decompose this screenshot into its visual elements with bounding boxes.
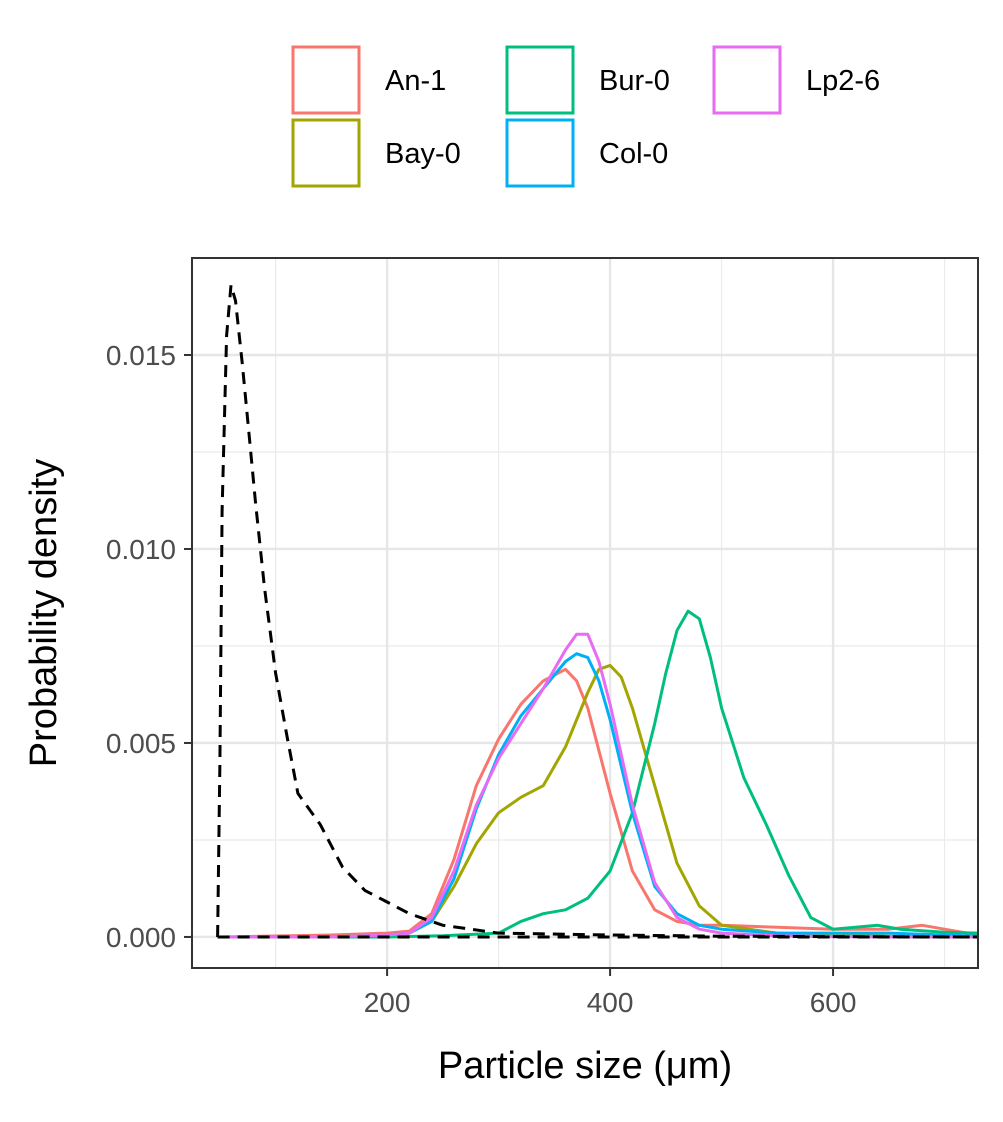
- x-tick-label: 400: [587, 987, 634, 1018]
- legend-label: Bay-0: [385, 138, 461, 170]
- legend-key: [291, 118, 361, 188]
- legend-item-lp2-6: Lp2-6: [712, 45, 880, 115]
- legend-key: [505, 118, 575, 188]
- legend-label: An-1: [385, 65, 446, 97]
- y-tick-label: 0.005: [106, 728, 176, 759]
- plot-panel-background: [192, 258, 978, 968]
- axes: 200 400 600 0.000 0.005 0.010 0.015: [106, 340, 857, 1018]
- legend: An-1 Bay-0 Bur-0 Col-0 Lp2-6: [291, 45, 880, 188]
- dashed-reference-line: [216, 283, 979, 939]
- plot-panel-border: [191, 257, 979, 969]
- legend-item-an-1: An-1: [291, 45, 446, 115]
- series-line-bur-0: [219, 609, 979, 939]
- x-axis-title: Particle size (μm): [438, 1045, 732, 1087]
- legend-label: Lp2-6: [806, 65, 880, 97]
- y-tick-label: 0.000: [106, 922, 176, 953]
- legend-key: [291, 45, 361, 115]
- legend-label: Bur-0: [599, 65, 670, 97]
- legend-key: [505, 45, 575, 115]
- series-line-col-0: [219, 652, 979, 939]
- legend-item-col-0: Col-0: [505, 118, 668, 188]
- y-axis-title: Probability density: [23, 459, 65, 767]
- x-tick-label: 200: [364, 987, 411, 1018]
- legend-item-bur-0: Bur-0: [505, 45, 670, 115]
- x-tick-label: 600: [810, 987, 857, 1018]
- series-lines: [216, 283, 979, 939]
- y-tick-label: 0.010: [106, 534, 176, 565]
- legend-item-bay-0: Bay-0: [291, 118, 461, 188]
- legend-label: Col-0: [599, 138, 668, 170]
- legend-key: [712, 45, 782, 115]
- y-tick-label: 0.015: [106, 340, 176, 371]
